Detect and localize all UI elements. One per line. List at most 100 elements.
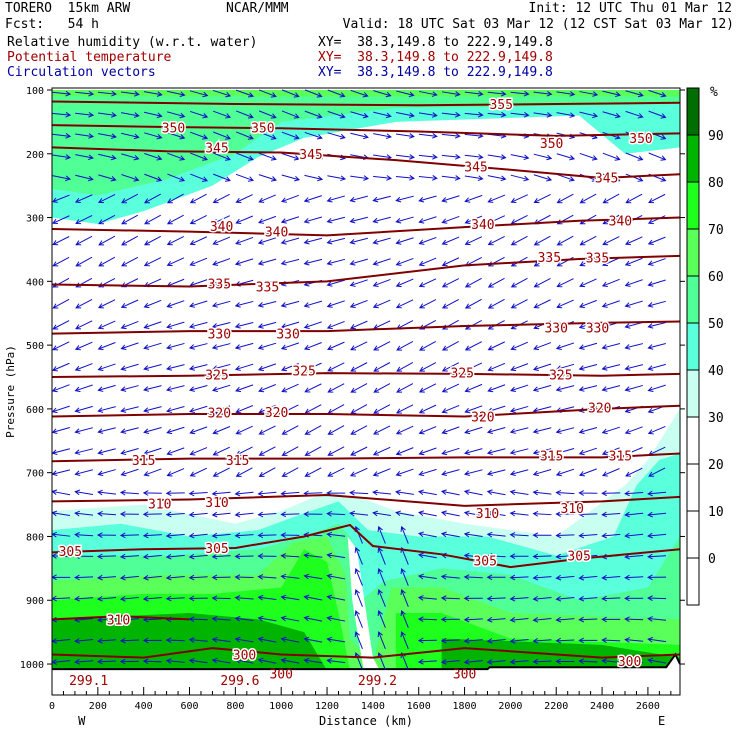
circulation-vector [578,637,598,644]
theta-label: 340 [265,226,288,241]
circulation-vector [441,469,460,477]
theta-label: 330 [586,321,609,336]
circulation-vector [74,405,93,413]
colorbar-band [686,181,700,230]
circulation-vector [188,657,208,664]
circulation-vector [648,110,667,119]
circulation-vector [97,489,117,496]
circulation-vector [373,425,391,435]
circulation-vector [532,469,552,477]
circulation-vector [235,405,254,414]
circulation-vector [327,362,345,372]
circulation-vector [555,342,575,350]
circulation-vector [74,659,94,665]
circulation-vector [418,404,437,414]
circulation-vector [372,258,391,266]
circulation-vector [441,257,460,267]
circulation-vector [189,236,208,246]
circulation-vector [326,658,346,664]
theta-label: 325 [292,365,315,380]
circulation-vector [143,111,163,119]
circulation-vector [400,525,409,544]
circulation-vector [510,341,529,351]
circulation-vector [304,362,322,372]
circulation-vector [119,658,139,665]
circulation-vector [625,152,644,161]
circulation-vector [624,426,643,435]
circulation-vector [326,237,346,245]
circulation-vector [349,467,368,477]
circulation-vector [372,278,391,287]
circulation-vector [533,299,551,309]
circulation-vector [463,616,483,623]
circulation-vector [601,616,621,623]
circulation-vector [377,525,386,544]
circulation-vector [188,574,208,581]
circulation-vector [555,489,575,496]
colorbar-band [686,463,700,512]
circulation-vector [601,637,621,644]
field-vectors-name: Circulation vectors [7,65,156,80]
theta-contour-355 [52,100,680,107]
circulation-vector [647,384,666,393]
circulation-vector [395,195,414,203]
circulation-vector [258,446,276,456]
x-tick-label: 1000 [269,701,293,712]
circulation-vector [578,616,598,623]
circulation-vector [441,341,459,351]
y-tick-label: 200 [26,150,44,161]
y-tick-label: 400 [26,277,44,288]
circulation-vector [486,510,506,517]
theta-label: 350 [162,122,185,137]
circulation-vector [556,299,574,309]
circulation-vector [326,531,346,538]
circulation-vector [166,321,185,329]
circulation-vector [258,404,276,414]
circulation-vector [235,467,253,477]
circulation-vector [144,193,161,204]
circulation-vector [395,510,414,517]
circulation-vector [120,427,139,434]
circulation-vector [377,567,386,586]
theta-label: 345 [205,141,228,156]
circulation-vector [556,193,574,204]
circulation-vector [189,467,208,477]
circulation-vector [601,278,620,288]
circulation-vector [601,574,621,581]
rh-region [52,90,680,97]
circulation-vector [120,342,139,351]
circulation-vector [234,595,254,601]
circulation-vector [326,216,346,224]
circulation-vector [396,90,415,98]
valid-time: Valid: 18 UTC Sat 03 Mar 12 (12 CST Sat … [342,17,734,32]
circulation-vector [190,131,209,140]
circulation-vector [166,468,185,477]
circulation-vector [418,257,437,267]
circulation-vector [418,510,437,517]
circulation-vector [487,111,507,118]
circulation-vector [258,425,276,435]
circulation-vector [234,490,254,497]
circulation-vector [52,90,72,97]
circulation-vector [373,175,393,181]
circulation-vector [235,89,254,98]
x-tick-label: 600 [180,701,198,712]
theta-label: 310 [561,502,584,517]
circulation-vector [464,426,483,435]
theta-label: 320 [471,411,494,426]
circulation-vector [213,131,231,140]
circulation-vector [647,553,667,560]
circulation-vector [578,427,598,435]
circulation-vector [509,638,529,644]
theta-contour-310 [52,494,680,507]
circulation-vector [143,385,162,392]
circulation-vector [441,195,460,203]
colorbar-label: 0 [708,552,716,567]
circulation-vector [52,298,70,309]
circulation-vector [349,279,368,287]
circulation-vector [326,258,346,266]
circulation-vector [303,321,322,329]
circulation-vector [487,341,505,351]
circulation-vector [281,110,300,119]
x-tick-label: 2600 [636,701,660,712]
